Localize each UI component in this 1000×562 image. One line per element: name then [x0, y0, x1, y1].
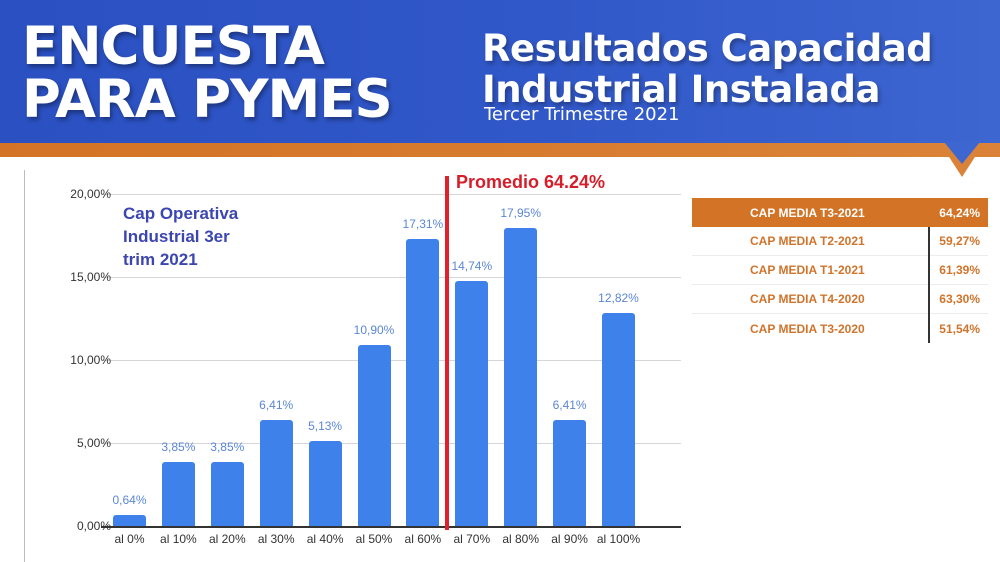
main-title-line2: PARA PYMES: [22, 69, 393, 130]
gridline: [101, 443, 681, 444]
chart-plot-area: Cap Operativa Industrial 3er trim 2021 0…: [25, 170, 681, 562]
average-line: [445, 176, 449, 530]
x-tick-label: al 40%: [306, 532, 344, 546]
chart-title-line3: trim 2021: [123, 250, 198, 269]
x-tick-label: al 0%: [114, 532, 145, 546]
bar-value-label: 17,31%: [402, 216, 444, 231]
bar: [504, 228, 538, 526]
table-row: CAP MEDIA T1-2021 61,39%: [692, 256, 988, 285]
chart-title: Cap Operativa Industrial 3er trim 2021: [123, 202, 238, 271]
table-row: CAP MEDIA T3-2021 64,24%: [692, 198, 988, 227]
header-banner: [0, 0, 1000, 143]
x-tick-label: al 90%: [551, 532, 588, 546]
row-label: CAP MEDIA T3-2021: [750, 205, 865, 220]
bar-value-label: 3,85%: [210, 440, 245, 455]
bar-value-label: 17,95%: [500, 206, 542, 221]
column-divider: [928, 227, 930, 343]
row-label: CAP MEDIA T2-2021: [750, 234, 865, 248]
gridline: [101, 277, 681, 278]
subtitle: Resultados Capacidad Industrial Instalad…: [482, 27, 933, 111]
y-tick-label: 20,00%: [70, 187, 111, 201]
x-tick-label: al 30%: [257, 532, 295, 546]
y-tick-label: 5,00%: [76, 436, 111, 450]
x-tick-label: al 60%: [404, 532, 442, 546]
bar: [553, 419, 587, 526]
bar: [357, 345, 391, 526]
bar: [113, 515, 146, 526]
chart-title-line2: Industrial 3er: [123, 227, 230, 246]
subtitle-line2: Industrial Instalada: [482, 68, 881, 111]
y-tick-label: 10,00%: [70, 353, 111, 367]
x-tick-label: al 10%: [160, 532, 197, 546]
period-label: Tercer Trimestre 2021: [484, 104, 680, 125]
average-label: Promedio 64.24%: [456, 172, 606, 192]
main-title-line1: ENCUESTA: [22, 16, 325, 77]
x-axis-line: [101, 526, 681, 528]
gridline: [101, 194, 681, 195]
bar: [308, 440, 342, 526]
y-tick-label: 15,00%: [70, 270, 111, 284]
row-value: 61,39%: [939, 263, 980, 277]
x-tick-label: al 80%: [502, 532, 540, 546]
bar: [259, 419, 293, 526]
row-label: CAP MEDIA T1-2021: [750, 263, 865, 277]
bar-value-label: 6,41%: [552, 397, 587, 412]
table-row: CAP MEDIA T3-2020 51,54%: [692, 314, 988, 343]
bar-value-label: 0,64%: [112, 493, 147, 508]
bar-value-label: 14,74%: [451, 259, 493, 274]
subtitle-line1: Resultados Capacidad: [482, 27, 933, 70]
pointer-notch-inner: [944, 142, 980, 164]
bar: [210, 462, 244, 526]
chart-title-line1: Cap Operativa: [123, 204, 239, 223]
bar: [455, 281, 489, 526]
table-row: CAP MEDIA T2-2021 59,27%: [692, 227, 988, 256]
x-tick-label: al 20%: [208, 532, 246, 546]
bar-value-label: 10,90%: [353, 323, 395, 338]
x-tick-label: al 70%: [453, 532, 491, 546]
y-tick-label: 0,00%: [76, 519, 111, 533]
orange-stripe: [0, 143, 1000, 157]
bar-chart: Cap Operativa Industrial 3er trim 2021 0…: [24, 170, 681, 562]
table-row: CAP MEDIA T4-2020 63,30%: [692, 285, 988, 314]
bar-value-label: 12,82%: [598, 291, 639, 306]
row-value: 64,24%: [939, 205, 980, 220]
bar-value-label: 6,41%: [259, 397, 294, 412]
bar-value-label: 3,85%: [161, 440, 196, 455]
row-label: CAP MEDIA T4-2020: [750, 292, 865, 306]
bar: [161, 462, 195, 526]
main-title: ENCUESTA PARA PYMES: [22, 16, 393, 130]
capacity-table: CAP MEDIA T3-2021 64,24% CAP MEDIA T2-20…: [692, 198, 988, 343]
row-value: 59,27%: [939, 234, 980, 248]
bar: [406, 238, 440, 526]
bar-value-label: 5,13%: [308, 418, 343, 433]
x-tick-label: al 100%: [596, 532, 641, 546]
row-label: CAP MEDIA T3-2020: [750, 321, 865, 336]
bar: [602, 313, 635, 526]
x-tick-label: al 50%: [355, 532, 393, 546]
gridline: [101, 360, 681, 361]
row-value: 63,30%: [939, 292, 980, 306]
row-value: 51,54%: [939, 321, 980, 336]
